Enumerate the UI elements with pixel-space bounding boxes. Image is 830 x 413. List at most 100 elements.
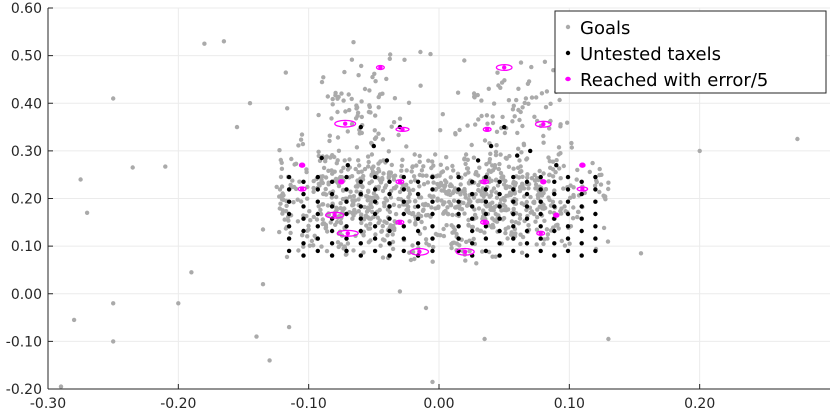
goal-point <box>455 90 461 95</box>
goal-point <box>523 96 529 101</box>
goal-point <box>413 222 418 227</box>
goal-point <box>358 176 363 181</box>
taxel-point <box>286 211 292 217</box>
legend-box <box>554 10 827 94</box>
taxel-point <box>372 199 378 204</box>
goal-point <box>388 52 393 57</box>
taxel-point <box>511 187 516 192</box>
taxel-point <box>329 191 335 197</box>
goal-point <box>495 70 500 75</box>
goal-point <box>334 194 339 200</box>
goal-point <box>78 177 83 182</box>
reached-point <box>400 127 405 132</box>
taxel-point <box>358 124 363 130</box>
goal-point <box>323 156 328 161</box>
goal-point <box>435 173 441 178</box>
goal-point <box>393 211 399 217</box>
taxel-point <box>315 187 320 192</box>
goal-point <box>498 152 503 157</box>
y-tick-label: 0.00 <box>11 287 42 303</box>
goal-point <box>490 222 495 228</box>
goal-point <box>517 212 523 218</box>
goal-point <box>444 223 449 228</box>
goal-point <box>520 123 525 129</box>
goal-point <box>606 180 611 185</box>
goal-point <box>599 172 604 177</box>
goal-point <box>473 192 478 197</box>
goal-point <box>453 131 458 136</box>
goal-point <box>366 188 371 193</box>
goal-point <box>597 166 602 172</box>
goal-point <box>444 180 449 185</box>
goal-point <box>365 206 371 211</box>
goal-point <box>517 188 523 194</box>
goal-point <box>461 200 466 206</box>
goal-point <box>441 226 446 232</box>
goal-point <box>541 241 546 247</box>
goal-point <box>475 199 480 204</box>
taxel-point <box>286 187 292 192</box>
goal-point <box>451 198 457 203</box>
goal-point <box>545 236 550 241</box>
goal-point <box>544 89 550 94</box>
goal-point <box>471 195 477 200</box>
goal-point <box>565 120 570 125</box>
goal-point <box>308 218 313 223</box>
taxel-point <box>524 241 530 246</box>
goal-point <box>479 113 484 119</box>
goal-point <box>550 159 556 164</box>
goal-point <box>311 214 316 220</box>
goal-point <box>384 220 389 225</box>
taxel-point <box>358 216 363 221</box>
goal-point <box>550 174 556 179</box>
goal-point <box>274 184 279 190</box>
goal-point <box>500 114 505 120</box>
goal-point <box>367 226 373 231</box>
goal-point <box>367 88 372 93</box>
goal-point <box>519 201 524 206</box>
goal-point <box>592 183 598 188</box>
goal-point <box>392 173 398 178</box>
goal-point <box>380 188 386 194</box>
goal-point <box>380 255 386 260</box>
reached-error-ellipse <box>455 247 475 256</box>
goal-point <box>374 171 379 176</box>
goal-point <box>476 117 481 122</box>
goal-point <box>342 206 347 211</box>
goal-point <box>448 182 453 187</box>
goal-point <box>329 168 334 173</box>
goal-point <box>543 105 549 110</box>
taxel-point <box>552 204 557 209</box>
goal-point <box>569 140 574 146</box>
taxel-point <box>372 187 378 192</box>
goal-point <box>606 336 611 342</box>
goal-point <box>601 225 607 231</box>
goal-point <box>386 174 392 179</box>
goal-point <box>519 250 525 255</box>
goal-point <box>364 194 369 199</box>
goal-point <box>463 152 469 157</box>
goal-point <box>378 243 383 248</box>
goal-point <box>388 170 394 175</box>
goal-point <box>406 187 411 193</box>
goal-point <box>361 250 366 255</box>
taxel-point <box>593 187 598 192</box>
goal-point <box>556 152 561 157</box>
goal-point <box>379 229 384 234</box>
goal-point <box>518 109 523 115</box>
goal-point <box>367 180 372 186</box>
goal-point <box>311 243 316 248</box>
goal-point <box>71 317 77 323</box>
goal-point <box>490 163 495 168</box>
goal-point <box>284 254 290 260</box>
goal-point <box>365 154 371 159</box>
goal-point <box>390 239 396 245</box>
goal-point <box>516 146 521 151</box>
goal-point <box>254 334 259 339</box>
goal-point <box>296 143 301 148</box>
reached-point <box>299 186 305 192</box>
goal-point <box>433 152 438 157</box>
taxel-point <box>372 224 378 229</box>
goal-point <box>336 244 341 250</box>
